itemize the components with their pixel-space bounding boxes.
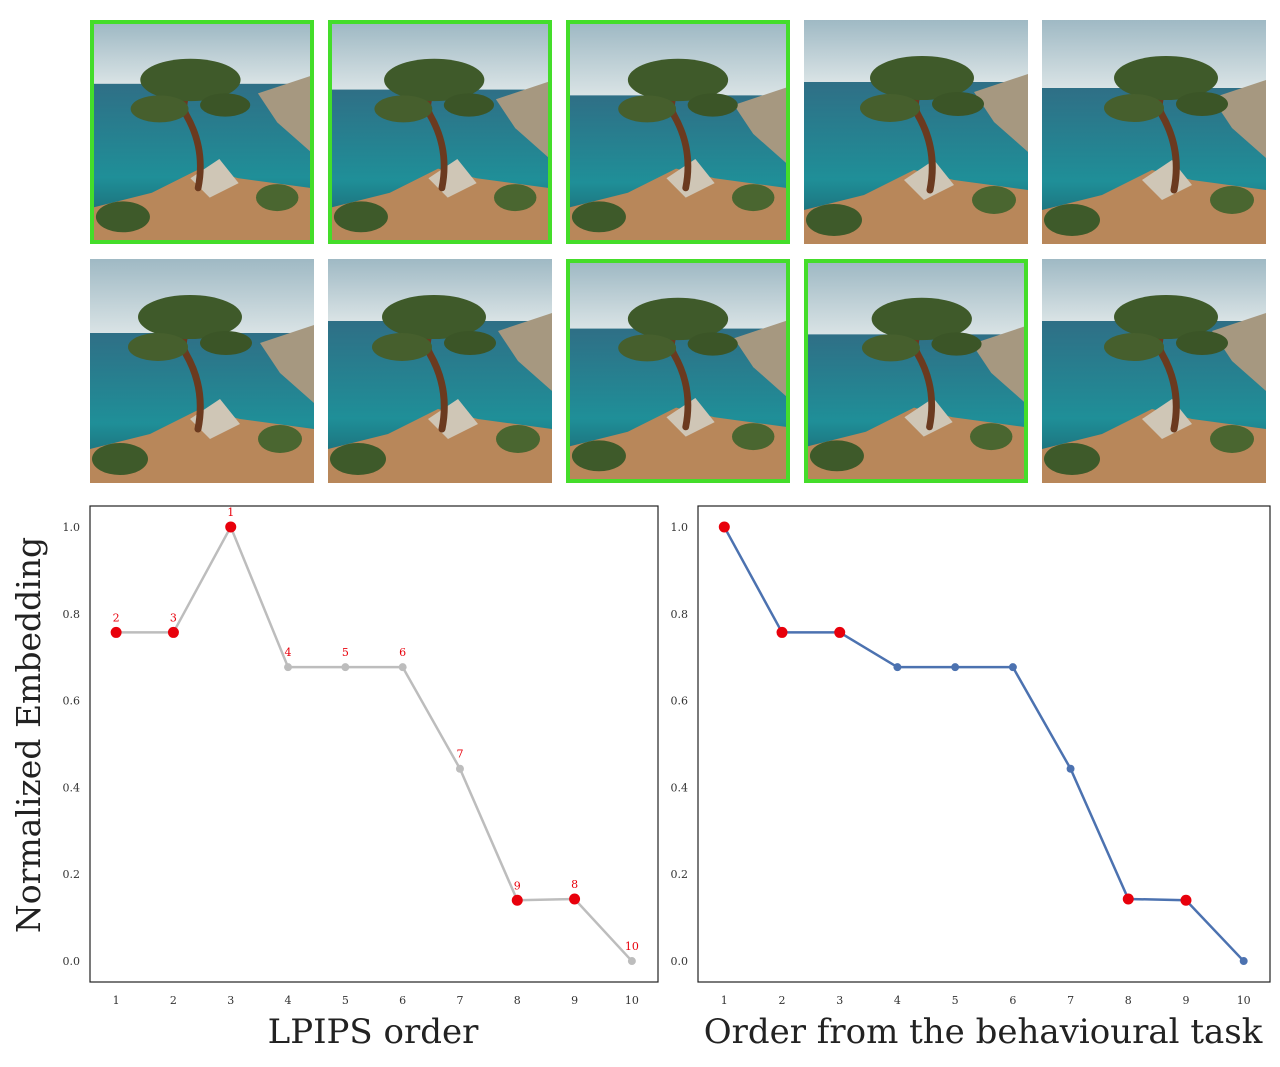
data-point bbox=[455, 764, 464, 773]
y-tick-label: 0.4 bbox=[671, 781, 689, 794]
x-tick-label: 3 bbox=[227, 994, 234, 1007]
highlighted-point bbox=[718, 521, 730, 533]
x-tick-label: 5 bbox=[952, 994, 959, 1007]
x-tick-label: 2 bbox=[170, 994, 177, 1007]
x-tick-label: 6 bbox=[1009, 994, 1016, 1007]
x-tick-label: 4 bbox=[285, 994, 292, 1007]
data-point bbox=[1239, 957, 1248, 966]
charts-container: 0.00.20.40.60.81.01 2 3 4 5 6 7 8 9 102 314 5 679 810… bbox=[63, 505, 1271, 1007]
data-point bbox=[1066, 764, 1075, 773]
highlighted-point bbox=[776, 626, 788, 638]
point-label: 1 bbox=[227, 506, 234, 519]
x-tick-label: 1 bbox=[721, 994, 728, 1007]
highlighted-point bbox=[225, 521, 237, 533]
series-line bbox=[723, 526, 1245, 962]
data-point bbox=[398, 663, 407, 672]
x-tick-label: 5 bbox=[342, 994, 349, 1007]
point-label: 4 bbox=[285, 646, 292, 659]
highlighted-point bbox=[167, 626, 179, 638]
tree-image bbox=[804, 259, 1028, 483]
y-tick-label: 0.4 bbox=[63, 781, 81, 794]
tree-image bbox=[1042, 20, 1266, 244]
chart-lpips: 0.0 0.2 0.4 0.6 0.8 1.0 1 2 3 4 5 6 7 8 9 10 2 3 1 4 5 6 7 9 8 10 bbox=[63, 505, 659, 1007]
data-point bbox=[627, 957, 636, 966]
plot-frame bbox=[89, 505, 659, 983]
y-tick-label: 0.6 bbox=[671, 695, 689, 708]
highlighted-point bbox=[834, 626, 846, 638]
x-tick-label: 9 bbox=[571, 994, 578, 1007]
data-point bbox=[341, 663, 350, 672]
highlighted-point bbox=[1122, 893, 1134, 905]
tree-image bbox=[90, 20, 314, 244]
y-tick-label: 0.0 bbox=[671, 955, 689, 968]
point-label: 8 bbox=[571, 878, 578, 891]
tree-image bbox=[566, 259, 790, 483]
y-axis-title-text: Normalized Embedding bbox=[9, 537, 48, 933]
highlighted-point bbox=[511, 894, 523, 906]
series-line bbox=[116, 524, 633, 962]
plot-frame bbox=[697, 505, 1271, 983]
y-tick-label: 1.0 bbox=[63, 521, 81, 534]
y-tick-label: 1.0 bbox=[671, 521, 689, 534]
tree-image bbox=[328, 20, 552, 244]
x-tick-label: 10 bbox=[1237, 994, 1251, 1007]
data-point bbox=[893, 663, 902, 672]
x-tick-label: 1 bbox=[113, 994, 120, 1007]
tree-image bbox=[1042, 259, 1266, 483]
point-label: 6 bbox=[399, 646, 406, 659]
y-tick-label: 0.0 bbox=[63, 955, 81, 968]
highlighted-point bbox=[1180, 894, 1192, 906]
y-tick-label: 0.6 bbox=[63, 695, 81, 708]
x-tick-label: 9 bbox=[1182, 994, 1189, 1007]
x-tick-label: 8 bbox=[514, 994, 521, 1007]
x-tick-label: 6 bbox=[399, 994, 406, 1007]
x-axis-title-lpips: LPIPS order bbox=[267, 1012, 479, 1052]
point-label: 5 bbox=[342, 646, 349, 659]
x-tick-label: 10 bbox=[625, 994, 639, 1007]
x-tick-label: 2 bbox=[779, 994, 786, 1007]
point-label: 10 bbox=[625, 940, 639, 953]
tree-image bbox=[328, 259, 552, 483]
highlighted-point bbox=[110, 626, 122, 638]
tree-image bbox=[566, 20, 790, 244]
tree-image bbox=[804, 20, 1028, 244]
x-tick-label: 7 bbox=[1067, 994, 1074, 1007]
x-tick-label: 7 bbox=[456, 994, 463, 1007]
y-tick-label: 0.8 bbox=[671, 608, 689, 621]
point-label: 2 bbox=[113, 611, 120, 624]
y-axis-title: Normalized Embedding bbox=[9, 537, 48, 933]
point-label: 3 bbox=[170, 611, 177, 624]
x-tick-label: 4 bbox=[894, 994, 901, 1007]
x-tick-label: 3 bbox=[836, 994, 843, 1007]
data-point bbox=[951, 663, 960, 672]
x-tick-label: 8 bbox=[1125, 994, 1132, 1007]
y-tick-label: 0.2 bbox=[671, 868, 689, 881]
point-label: 7 bbox=[456, 748, 463, 761]
data-point bbox=[284, 663, 293, 672]
y-tick-label: 0.8 bbox=[63, 608, 81, 621]
highlighted-point bbox=[569, 893, 581, 905]
chart-behavioural: 0.0 0.2 0.4 0.6 0.8 1.0 1 2 3 4 5 6 7 8 9 10 bbox=[671, 505, 1271, 1007]
tree-image bbox=[90, 259, 314, 483]
data-point bbox=[1008, 663, 1017, 672]
y-tick-label: 0.2 bbox=[63, 868, 81, 881]
point-label: 9 bbox=[514, 879, 521, 892]
x-axis-title-behavioural: Order from the behavioural task bbox=[703, 1012, 1263, 1052]
